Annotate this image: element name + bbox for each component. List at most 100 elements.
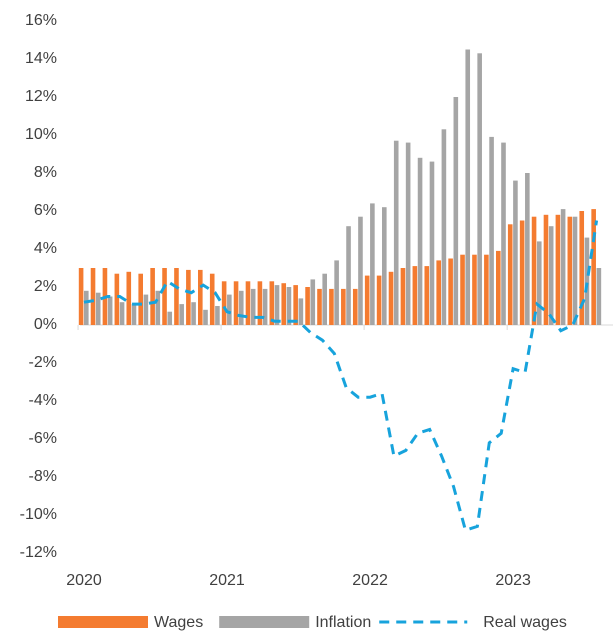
legend-swatch <box>219 616 310 628</box>
bar <box>448 258 453 325</box>
bar <box>441 129 447 325</box>
bar <box>274 285 280 325</box>
bar <box>298 298 304 325</box>
bar <box>560 209 566 325</box>
legend-label: Real wages <box>483 614 567 631</box>
bar <box>536 241 542 325</box>
legend-swatch <box>58 616 148 628</box>
legend-label: Wages <box>154 614 203 631</box>
bar <box>167 311 173 325</box>
bar <box>436 260 441 325</box>
bar <box>465 49 471 325</box>
bar <box>591 209 596 325</box>
bar <box>376 275 382 325</box>
bar <box>162 268 167 325</box>
bar <box>286 287 292 325</box>
y-tick-label: 10% <box>25 126 57 143</box>
bar <box>174 268 179 325</box>
bar <box>496 250 501 325</box>
bar <box>138 273 143 325</box>
y-tick-label: 6% <box>34 202 57 219</box>
bar <box>95 292 101 325</box>
bar <box>215 306 220 325</box>
bar <box>293 285 298 325</box>
y-tick-label: 14% <box>25 50 57 67</box>
bar <box>155 290 161 325</box>
bar <box>525 173 530 325</box>
bar <box>393 140 399 325</box>
y-tick-label: -10% <box>20 506 57 523</box>
y-tick-label: -4% <box>29 392 57 409</box>
bar <box>281 283 287 325</box>
bar <box>405 142 411 325</box>
y-tick-label: -6% <box>29 430 57 447</box>
bar <box>334 260 339 325</box>
x-tick-label: 2021 <box>209 572 245 589</box>
bar <box>579 211 585 325</box>
bar <box>198 269 203 325</box>
y-tick-label: -12% <box>20 544 57 561</box>
bar <box>191 302 196 325</box>
bar <box>262 288 268 325</box>
bar <box>472 254 477 325</box>
bar <box>519 220 525 325</box>
bar <box>555 214 561 325</box>
y-tick-label: 8% <box>34 164 57 181</box>
bar <box>238 290 244 325</box>
bar <box>250 288 256 325</box>
bar <box>596 268 602 325</box>
x-tick-label: 2020 <box>66 572 102 589</box>
bar <box>257 281 263 325</box>
bar <box>233 281 239 325</box>
bar <box>209 273 215 325</box>
bar <box>477 53 482 326</box>
bar <box>126 271 132 325</box>
bar <box>567 216 573 325</box>
x-tick-label: 2022 <box>352 572 388 589</box>
bar <box>90 268 96 325</box>
bar <box>531 216 537 325</box>
bar <box>412 266 418 325</box>
bar <box>382 207 387 325</box>
y-tick-label: 4% <box>34 240 57 257</box>
y-tick-label: 12% <box>25 88 57 105</box>
bar <box>143 294 149 325</box>
bar <box>501 142 506 325</box>
bar <box>346 226 351 325</box>
bar <box>400 268 406 325</box>
bar <box>150 268 155 325</box>
bar <box>417 157 423 325</box>
bar <box>424 266 430 325</box>
bar <box>179 304 184 325</box>
bar <box>388 271 394 325</box>
y-tick-label: -8% <box>29 468 57 485</box>
x-tick-label: 2023 <box>495 572 531 589</box>
bar <box>548 226 554 325</box>
bar <box>460 254 465 325</box>
bar <box>322 273 327 325</box>
bar <box>245 281 251 325</box>
line <box>83 220 599 533</box>
bar <box>429 161 435 325</box>
bar <box>572 216 578 325</box>
bar <box>484 254 489 325</box>
bar <box>489 136 494 325</box>
y-tick-label: 2% <box>34 278 57 295</box>
y-tick-label: 16% <box>25 12 57 29</box>
bar <box>370 203 375 325</box>
bar <box>221 281 227 325</box>
y-tick-label: -2% <box>29 354 57 371</box>
bar <box>341 288 346 325</box>
bar <box>186 269 191 325</box>
bar <box>352 288 358 325</box>
bar <box>269 281 275 325</box>
legend-label: Inflation <box>315 614 371 631</box>
bar <box>131 304 137 325</box>
bar <box>114 273 120 325</box>
bar <box>119 302 125 325</box>
bar <box>543 214 549 325</box>
bar <box>107 296 113 325</box>
y-tick-label: 0% <box>34 316 57 333</box>
bar <box>358 216 363 325</box>
